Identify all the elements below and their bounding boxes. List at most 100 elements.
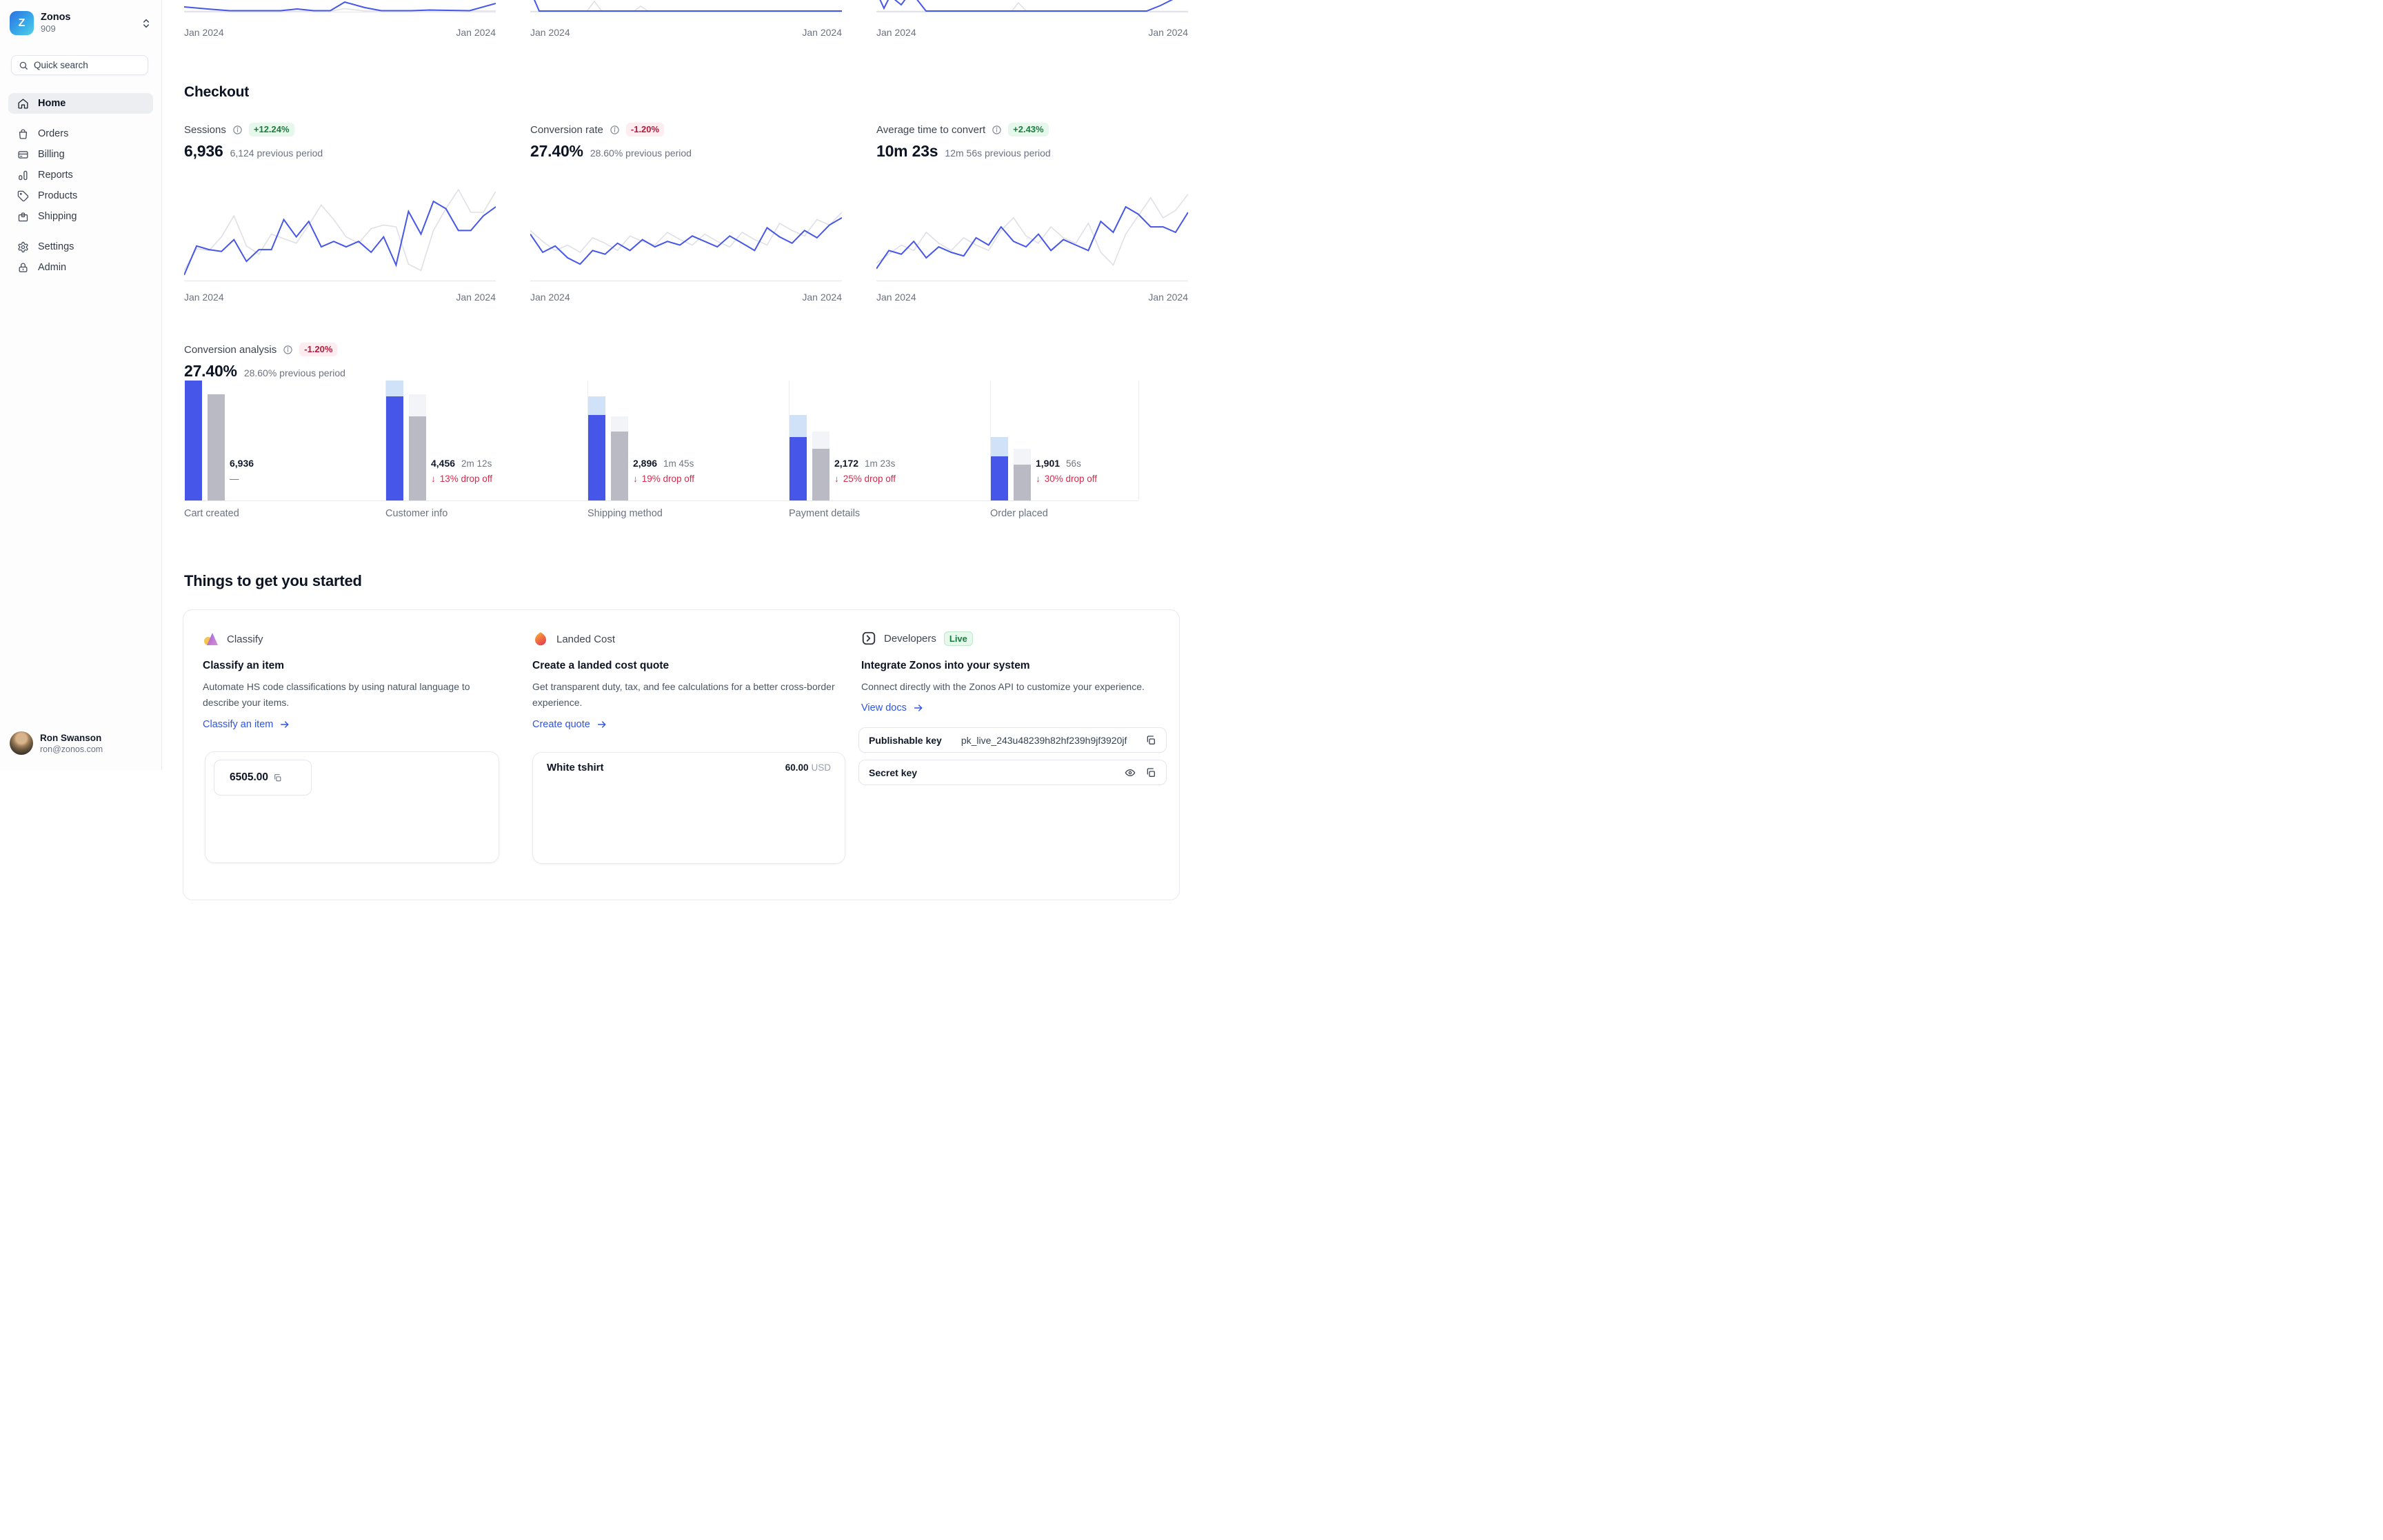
info-icon[interactable] <box>992 125 1002 135</box>
sidebar-item-admin[interactable]: Admin <box>8 257 153 278</box>
copy-icon[interactable] <box>1145 767 1156 778</box>
funnel-time: 1m 45s <box>663 458 694 469</box>
metric-sessions: Sessions +12.24% 6,936 6,124 previous pe… <box>184 123 496 303</box>
arrow-down-icon: ↓ <box>1036 474 1040 484</box>
funnel-bar-dropoff <box>790 415 807 437</box>
sidebar-item-shipping[interactable]: Shipping <box>8 206 153 227</box>
sidebar-item-products[interactable]: Products <box>8 185 153 206</box>
getting-started-title: Things to get you started <box>184 572 362 589</box>
package-icon <box>17 211 29 223</box>
eye-icon[interactable] <box>1125 767 1136 778</box>
sidebar-item-label: Home <box>38 98 66 109</box>
funnel-stage-cart-created: 6,936 — <box>184 381 385 500</box>
funnel-stage-label: Shipping method <box>587 508 663 519</box>
funnel-stage-label: Order placed <box>990 508 1048 519</box>
funnel-value: 2,172 <box>834 458 859 469</box>
funnel-drop: 13% drop off <box>439 474 493 484</box>
view-docs-link[interactable]: View docs <box>861 702 924 713</box>
funnel-stage-payment-details: 2,172 1m 23s ↓ 25% drop off <box>789 381 990 500</box>
trend-badge: -1.20% <box>625 123 665 136</box>
arrow-down-icon: ↓ <box>633 474 638 484</box>
metric-previous: 12m 56s previous period <box>945 148 1051 159</box>
home-icon <box>17 98 29 110</box>
info-icon[interactable] <box>283 345 293 355</box>
x-axis-end-label: Jan 2024 <box>456 27 496 38</box>
secret-key-field: Secret key <box>858 760 1167 785</box>
metric-value: 27.40% <box>530 142 583 160</box>
funnel-divider <box>789 381 790 500</box>
sidebar-item-home[interactable]: Home <box>8 93 153 114</box>
arrow-right-icon <box>913 702 924 713</box>
x-axis-start-label: Jan 2024 <box>530 292 570 303</box>
chevrons-up-down-icon[interactable] <box>141 18 152 29</box>
developers-body: Connect directly with the Zonos API to c… <box>861 681 1145 692</box>
quote-item-row: White tshirt 60.00 USD <box>533 753 845 783</box>
developers-heading: Integrate Zonos into your system <box>861 660 1030 671</box>
copy-icon[interactable] <box>1145 735 1156 746</box>
publishable-key-field: Publishable key pk_live_243u48239h82hf23… <box>858 727 1167 753</box>
create-quote-link[interactable]: Create quote <box>532 719 607 730</box>
classify-preview-value: 6505.00 <box>230 771 269 783</box>
org-id: 909 <box>41 23 56 34</box>
funnel-baseline <box>184 500 1138 501</box>
info-icon[interactable] <box>610 125 620 135</box>
funnel-bar-current <box>386 396 403 500</box>
conversion-analysis-header: Conversion analysis -1.20% 27.40% 28.60%… <box>184 343 345 381</box>
org-switcher[interactable]: Z Zonos 909 <box>10 11 152 35</box>
sidebar-item-settings[interactable]: Settings <box>8 236 153 257</box>
classify-body: Automate HS code classifications by usin… <box>203 681 470 708</box>
line-chart <box>876 0 1188 13</box>
x-axis-start-label: Jan 2024 <box>876 292 916 303</box>
quick-search-input[interactable]: Quick search <box>11 55 148 75</box>
arrow-right-icon <box>596 719 607 730</box>
funnel-divider <box>1138 381 1139 500</box>
org-logo: Z <box>10 11 34 35</box>
info-icon[interactable] <box>232 125 243 135</box>
user-email: ron@zonos.com <box>40 744 103 754</box>
funnel-bar-previous <box>611 431 628 500</box>
checkout-section-title: Checkout <box>184 84 250 100</box>
org-name: Zonos <box>41 12 71 23</box>
terminal-icon <box>861 631 876 646</box>
arrow-right-icon <box>279 719 290 730</box>
funnel-value: 6,936 <box>230 458 254 469</box>
sidebar-item-reports[interactable]: Reports <box>8 165 153 185</box>
funnel-time: 56s <box>1066 458 1081 469</box>
search-icon <box>19 61 28 70</box>
funnel-stage-label: Cart created <box>184 508 239 519</box>
sidebar-item-label: Shipping <box>38 211 77 222</box>
credit-card-icon <box>17 149 29 161</box>
funnel-bar-previous-dropoff <box>409 394 426 417</box>
x-axis-start-label: Jan 2024 <box>530 27 570 38</box>
copy-icon[interactable] <box>273 773 282 782</box>
line-chart <box>184 177 496 282</box>
funnel-divider <box>587 381 588 500</box>
x-axis-end-label: Jan 2024 <box>456 292 496 303</box>
user-profile[interactable]: Ron Swanson ron@zonos.com <box>10 731 103 755</box>
funnel-bar-previous <box>812 449 829 500</box>
funnel-drop: 25% drop off <box>843 474 896 484</box>
classify-link[interactable]: Classify an item <box>203 719 290 730</box>
x-axis-start-label: Jan 2024 <box>184 27 224 38</box>
line-chart <box>530 0 842 13</box>
conversion-funnel-chart: 6,936 — 4,456 2m 12s ↓ 13% drop off 2,896 1… <box>184 381 1138 500</box>
quote-item-name: White tshirt <box>547 762 604 773</box>
metric-previous: 28.60% previous period <box>243 367 345 378</box>
sidebar-item-billing[interactable]: Billing <box>8 144 153 165</box>
classify-preview-field[interactable]: 6505.00 <box>214 760 312 796</box>
sidebar: Z Zonos 909 Quick search Home Orders Bil… <box>0 0 162 770</box>
brand-label: Classify <box>227 633 263 645</box>
sidebar-item-orders[interactable]: Orders <box>8 123 153 144</box>
funnel-stage-label: Payment details <box>789 508 861 519</box>
x-axis-end-label: Jan 2024 <box>1148 292 1188 303</box>
line-chart <box>184 0 496 13</box>
funnel-time: 1m 23s <box>865 458 896 469</box>
sidebar-item-label: Products <box>38 190 78 201</box>
funnel-stage-order-placed: 1,901 56s ↓ 30% drop off <box>990 381 1138 500</box>
top-charts-row: Jan 2024 Jan 2024 Jan 2024 Jan 2024 Jan … <box>184 0 1188 38</box>
funnel-bar-current <box>185 381 202 500</box>
funnel-value: 4,456 <box>431 458 456 469</box>
funnel-bar-current <box>588 415 605 500</box>
landed-cost-heading: Create a landed cost quote <box>532 660 670 671</box>
classify-logo-icon <box>203 631 219 647</box>
